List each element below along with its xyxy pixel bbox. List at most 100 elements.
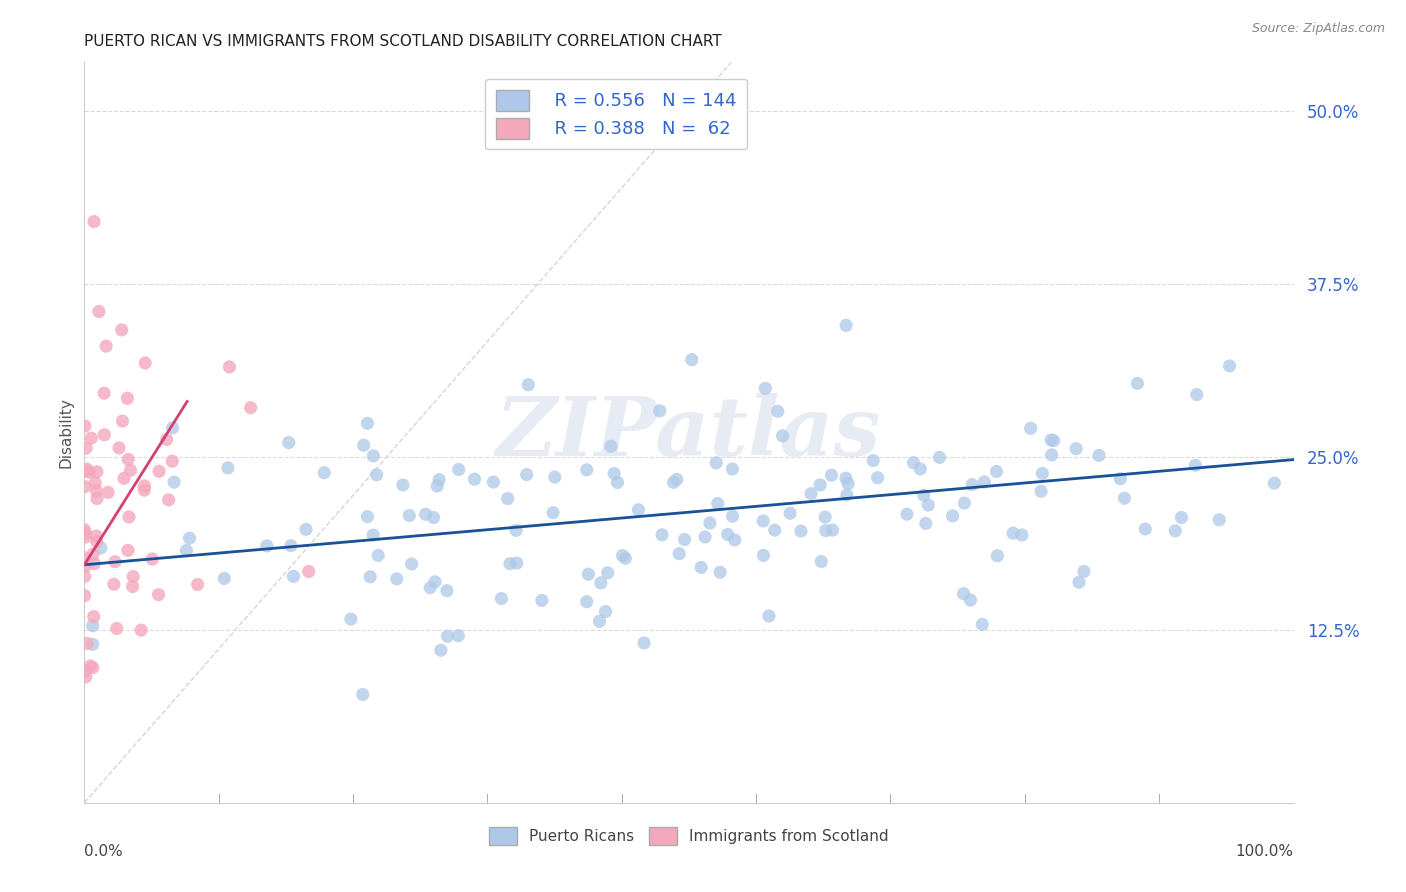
- Point: [86, 529, 108, 543]
- Point: [148, 464, 170, 478]
- Point: [690, 560, 713, 574]
- Point: [482, 475, 505, 489]
- Point: [86, 491, 108, 506]
- Point: [960, 477, 983, 491]
- Point: [340, 612, 363, 626]
- Point: [1184, 458, 1206, 473]
- Point: [917, 498, 939, 512]
- Point: [835, 318, 858, 333]
- Point: [108, 441, 131, 455]
- Point: [83, 609, 105, 624]
- Point: [589, 575, 612, 590]
- Point: [86, 534, 108, 549]
- Point: [766, 404, 789, 418]
- Point: [187, 577, 209, 591]
- Point: [662, 475, 685, 490]
- Point: [491, 591, 513, 606]
- Point: [160, 454, 183, 468]
- Point: [1073, 565, 1095, 579]
- Point: [239, 401, 262, 415]
- Point: [82, 618, 104, 632]
- Point: [436, 629, 458, 643]
- Point: [681, 352, 703, 367]
- Point: [361, 528, 384, 542]
- Point: [821, 523, 844, 537]
- Point: [430, 643, 453, 657]
- Point: [129, 623, 152, 637]
- Point: [1040, 448, 1063, 462]
- Point: [959, 593, 981, 607]
- Point: [505, 524, 527, 538]
- Point: [706, 496, 728, 510]
- Point: [596, 566, 619, 580]
- Point: [1031, 467, 1053, 481]
- Point: [1164, 524, 1187, 538]
- Point: [426, 479, 449, 493]
- Point: [157, 492, 180, 507]
- Text: 100.0%: 100.0%: [1236, 844, 1294, 858]
- Point: [277, 435, 299, 450]
- Point: [603, 467, 626, 481]
- Point: [1042, 434, 1064, 448]
- Point: [1263, 476, 1285, 491]
- Point: [600, 439, 623, 453]
- Point: [118, 510, 141, 524]
- Point: [423, 574, 446, 589]
- Point: [717, 527, 740, 541]
- Point: [1002, 526, 1025, 541]
- Point: [752, 549, 775, 563]
- Point: [1109, 472, 1132, 486]
- Point: [93, 427, 115, 442]
- Point: [665, 472, 688, 486]
- Point: [367, 549, 389, 563]
- Point: [612, 549, 634, 563]
- Point: [156, 433, 179, 447]
- Point: [163, 475, 186, 490]
- Point: [141, 552, 163, 566]
- Point: [217, 461, 239, 475]
- Point: [73, 523, 96, 537]
- Point: [986, 549, 1008, 563]
- Point: [633, 636, 655, 650]
- Point: [1185, 387, 1208, 401]
- Point: [415, 508, 437, 522]
- Point: [419, 581, 441, 595]
- Point: [82, 637, 104, 651]
- Point: [295, 522, 318, 536]
- Point: [595, 605, 617, 619]
- Point: [752, 514, 775, 528]
- Point: [76, 462, 98, 476]
- Point: [314, 466, 336, 480]
- Point: [73, 569, 96, 583]
- Point: [73, 589, 96, 603]
- Point: [79, 465, 101, 479]
- Point: [356, 509, 378, 524]
- Point: [724, 533, 747, 547]
- Point: [758, 609, 780, 624]
- Point: [903, 456, 925, 470]
- Point: [541, 506, 564, 520]
- Point: [122, 569, 145, 583]
- Point: [614, 551, 637, 566]
- Point: [810, 555, 832, 569]
- Point: [1126, 376, 1149, 391]
- Point: [699, 516, 721, 530]
- Point: [1029, 484, 1052, 499]
- Point: [176, 543, 198, 558]
- Point: [256, 539, 278, 553]
- Point: [422, 510, 444, 524]
- Point: [704, 456, 727, 470]
- Point: [517, 377, 540, 392]
- Point: [1170, 510, 1192, 524]
- Point: [952, 587, 974, 601]
- Point: [447, 629, 470, 643]
- Point: [808, 478, 831, 492]
- Point: [544, 470, 567, 484]
- Point: [1011, 528, 1033, 542]
- Point: [530, 593, 553, 607]
- Point: [790, 524, 813, 538]
- Point: [214, 572, 236, 586]
- Point: [359, 570, 381, 584]
- Point: [75, 526, 97, 541]
- Point: [910, 462, 932, 476]
